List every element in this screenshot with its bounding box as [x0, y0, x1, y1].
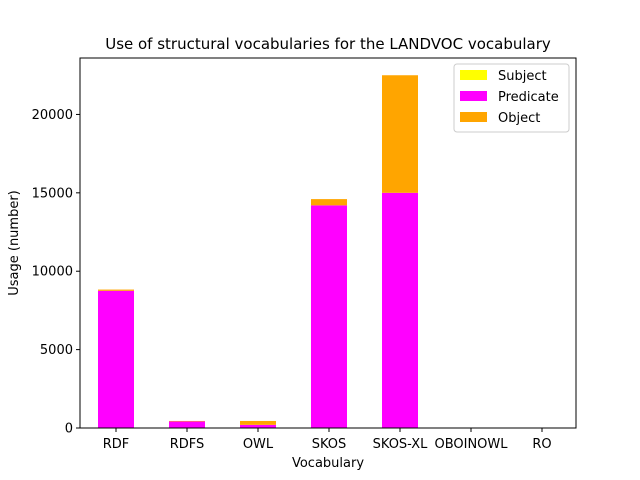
bar-object-rdf — [98, 289, 134, 291]
bar-predicate-rdf — [98, 290, 134, 428]
bar-predicate-owl — [240, 424, 276, 428]
y-tick-label: 5000 — [40, 343, 73, 358]
bar-object-skos — [311, 199, 347, 206]
legend-swatch-object — [460, 112, 487, 122]
x-tick-label: RDF — [103, 437, 130, 452]
legend-label-object: Object — [498, 111, 540, 126]
legend: Subject Predicate Object — [453, 63, 570, 133]
bars-layer — [98, 75, 418, 428]
y-tick-label: 20000 — [32, 108, 73, 123]
x-axis-label: Vocabulary — [292, 456, 364, 471]
bar-object-owl — [240, 420, 276, 425]
x-tick-label: SKOS-XL — [373, 437, 428, 452]
bar-object-skos-xl — [382, 75, 418, 193]
legend-label-subject: Subject — [498, 69, 547, 84]
legend-swatch-predicate — [460, 91, 487, 101]
x-tick-label: SKOS — [312, 437, 347, 452]
bar-predicate-skos-xl — [382, 192, 418, 428]
x-tick-label: OBOINOWL — [434, 437, 508, 452]
y-tick-label: 0 — [65, 422, 73, 437]
plot-frame — [79, 57, 577, 429]
bar-predicate-skos — [311, 205, 347, 428]
bar-object-rdfs — [169, 420, 205, 422]
x-tick-label: RO — [532, 437, 551, 452]
y-tick-label: 10000 — [32, 265, 73, 280]
legend-swatch-subject — [460, 70, 487, 80]
x-tick-label: OWL — [243, 437, 274, 452]
bar-predicate-rdfs — [169, 421, 205, 428]
legend-label-predicate: Predicate — [498, 90, 559, 105]
y-axis-label: Usage (number) — [7, 190, 22, 296]
y-tick-label: 15000 — [32, 186, 73, 201]
x-tick-label: RDFS — [170, 437, 205, 452]
x-axis: RDF RDFS OWL SKOS SKOS-XL OBOINOWL RO — [103, 428, 552, 452]
y-axis: 0 5000 10000 15000 20000 — [32, 108, 80, 437]
chart-title: Use of structural vocabularies for the L… — [105, 35, 551, 53]
